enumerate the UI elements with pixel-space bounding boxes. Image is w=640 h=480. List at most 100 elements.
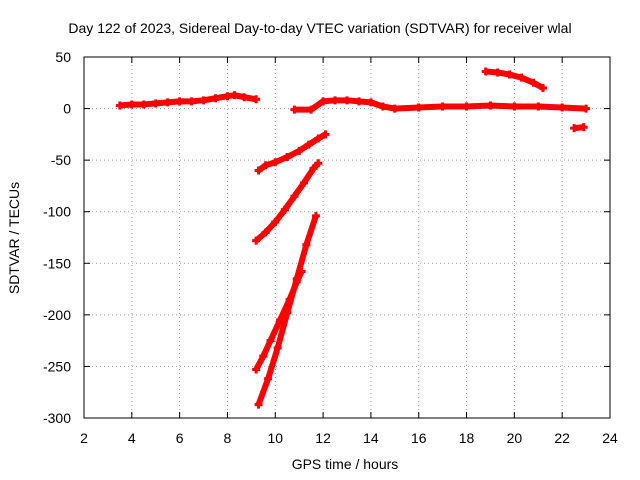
data-point bbox=[311, 211, 320, 220]
y-axis-label: SDTVAR / TECUs bbox=[6, 181, 22, 295]
data-trace bbox=[254, 161, 321, 243]
data-point bbox=[414, 103, 423, 112]
axis-ticks bbox=[83, 56, 611, 419]
data-series-3 bbox=[252, 159, 323, 245]
data-point bbox=[115, 101, 124, 110]
data-point bbox=[264, 374, 273, 383]
plot-frame bbox=[83, 56, 611, 419]
data-point bbox=[271, 218, 280, 227]
data-point bbox=[252, 365, 261, 374]
x-tick-label: 22 bbox=[554, 430, 570, 446]
data-series-5 bbox=[254, 211, 320, 409]
data-series-7 bbox=[481, 67, 548, 92]
x-axis-label: GPS time / hours bbox=[291, 456, 399, 472]
x-tick-label: 20 bbox=[507, 430, 523, 446]
data-point bbox=[378, 102, 387, 111]
data-point bbox=[314, 159, 323, 168]
data-point bbox=[307, 105, 316, 114]
chart-title: Day 122 of 2023, Sidereal Day-to-day VTE… bbox=[68, 20, 572, 36]
data-point bbox=[273, 343, 282, 352]
data-point bbox=[230, 91, 239, 100]
data-point bbox=[304, 140, 313, 149]
data-point bbox=[299, 178, 308, 187]
data-point bbox=[175, 97, 184, 106]
x-tick-label: 16 bbox=[411, 430, 427, 446]
data-point bbox=[240, 93, 249, 102]
data-point bbox=[163, 98, 172, 107]
data-point bbox=[187, 97, 196, 106]
y-tick-label: -300 bbox=[43, 410, 71, 426]
x-tick-label: 24 bbox=[602, 430, 618, 446]
data-point bbox=[295, 146, 304, 155]
data-point bbox=[534, 102, 543, 111]
y-tick-label: -100 bbox=[43, 204, 71, 220]
data-point bbox=[343, 96, 351, 105]
data-point bbox=[579, 123, 588, 132]
data-point bbox=[570, 124, 579, 133]
y-tick-label: -250 bbox=[43, 358, 71, 374]
y-tick-label: -50 bbox=[51, 152, 71, 168]
data-point bbox=[302, 240, 311, 249]
data-series-2 bbox=[254, 130, 330, 175]
x-tick-label: 8 bbox=[224, 430, 232, 446]
data-point bbox=[582, 104, 591, 113]
data-point bbox=[390, 104, 399, 113]
data-point bbox=[321, 130, 330, 139]
data-series-6 bbox=[290, 96, 591, 114]
data-point bbox=[558, 103, 567, 112]
data-point bbox=[254, 166, 263, 175]
data-point bbox=[211, 94, 220, 103]
data-point bbox=[151, 99, 160, 108]
data-point bbox=[271, 158, 280, 167]
data-point bbox=[539, 83, 548, 92]
data-point bbox=[280, 205, 289, 214]
data-point bbox=[252, 236, 261, 245]
data-point bbox=[261, 161, 270, 170]
data-point bbox=[314, 134, 323, 143]
x-tick-label: 4 bbox=[128, 430, 136, 446]
data-point bbox=[127, 100, 136, 109]
data-point bbox=[283, 153, 292, 162]
y-tick-label: -200 bbox=[43, 307, 71, 323]
x-tick-label: 6 bbox=[176, 430, 184, 446]
x-tick-label: 10 bbox=[267, 430, 283, 446]
data-series-8 bbox=[570, 123, 588, 133]
x-tick-label: 14 bbox=[363, 430, 379, 446]
y-tick-label: 50 bbox=[55, 49, 71, 65]
data-point bbox=[292, 274, 301, 283]
data-point bbox=[366, 98, 375, 107]
data-point bbox=[438, 102, 447, 111]
data-series-1 bbox=[115, 91, 261, 110]
data-point bbox=[510, 102, 519, 111]
x-tick-label: 12 bbox=[315, 430, 331, 446]
data-point bbox=[517, 73, 526, 82]
data-series bbox=[115, 67, 591, 409]
data-point bbox=[309, 164, 318, 173]
data-point bbox=[283, 308, 292, 317]
data-point bbox=[462, 102, 471, 111]
data-point bbox=[505, 70, 514, 79]
data-point bbox=[493, 68, 502, 77]
y-tick-label: -150 bbox=[43, 255, 71, 271]
data-point bbox=[529, 78, 538, 87]
data-point bbox=[139, 100, 148, 109]
data-point bbox=[486, 101, 495, 110]
data-point bbox=[266, 336, 275, 345]
data-point bbox=[261, 228, 270, 237]
grid-lines bbox=[84, 57, 610, 418]
x-tick-label: 2 bbox=[80, 430, 88, 446]
data-point bbox=[223, 92, 232, 101]
data-point bbox=[319, 97, 328, 106]
data-point bbox=[354, 97, 363, 106]
data-point bbox=[254, 400, 263, 409]
data-point bbox=[290, 192, 299, 201]
y-tick-labels: -300 -250 -200 -150 -100 -50 0 50 bbox=[43, 49, 71, 426]
data-point bbox=[252, 95, 261, 104]
data-point bbox=[481, 67, 490, 76]
x-tick-label: 18 bbox=[459, 430, 475, 446]
data-point bbox=[290, 105, 299, 114]
x-tick-labels: 2 4 6 8 10 12 14 16 18 20 22 24 bbox=[80, 430, 618, 446]
data-point bbox=[331, 96, 340, 105]
data-point bbox=[199, 96, 208, 105]
